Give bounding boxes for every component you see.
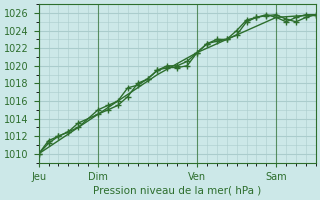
X-axis label: Pression niveau de la mer( hPa ): Pression niveau de la mer( hPa ) [93, 186, 261, 196]
